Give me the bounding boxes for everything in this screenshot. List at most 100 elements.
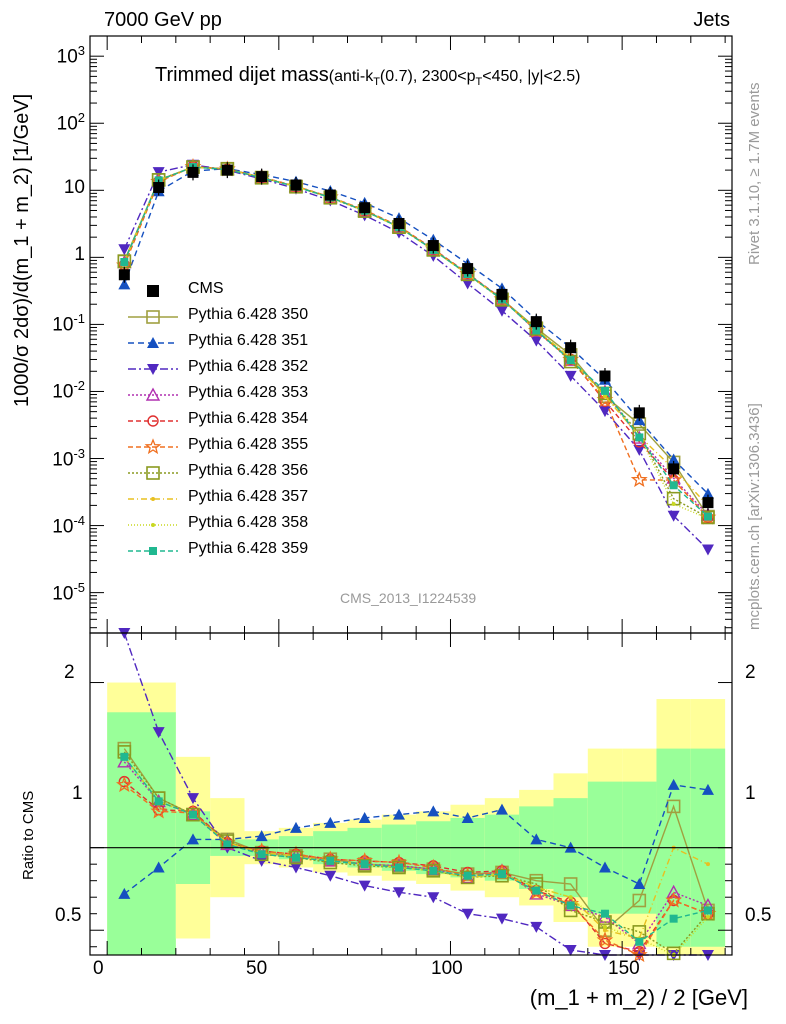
- main-panel-curves: [115, 158, 717, 556]
- ratio-y-tick-left-05: 0.5: [55, 905, 82, 926]
- ratio-series-point: [427, 892, 440, 904]
- legend-label: Pythia 6.428 351: [188, 332, 309, 349]
- ratio-series-point: [497, 870, 506, 879]
- ratio-panel-frame: [89, 632, 733, 956]
- main-series-point: [596, 391, 614, 408]
- legend-marker: [149, 547, 157, 555]
- ratio-series-point: [563, 877, 578, 891]
- x-tick-label-150: 150: [608, 958, 640, 979]
- ratio-series-point: [186, 793, 199, 805]
- data-point: [462, 263, 474, 275]
- ratio-series-point: [598, 923, 612, 938]
- ratio-panel-curves: [115, 628, 717, 963]
- ratio-series-point: [115, 776, 133, 793]
- ratio-series-point: [120, 752, 129, 761]
- ratio-series-point: [324, 870, 337, 882]
- ratio-series-line-9: [123, 756, 709, 943]
- legend-label: Pythia 6.428 352: [188, 358, 309, 375]
- ratio-series-point: [632, 893, 647, 908]
- ratio-series-point: [667, 778, 680, 790]
- legend-label: Pythia 6.428 350: [188, 306, 309, 323]
- ratio-y-tick-right-05: 0.5: [745, 905, 772, 926]
- side-label-rivet: Rivet 3.1.10, ≥ 1.7M events: [746, 82, 763, 266]
- main-series-point: [701, 487, 714, 499]
- ratio-series-point: [665, 891, 683, 908]
- ratio-y-tick-right-2: 2: [745, 662, 756, 683]
- main-panel-frame: [89, 35, 733, 634]
- ratio-series-point: [291, 853, 300, 862]
- ratio-series-point: [289, 821, 302, 833]
- main-series-point: [667, 453, 680, 465]
- ratio-series-point: [599, 937, 611, 950]
- y-tick-label: 10-4: [52, 512, 85, 537]
- ratio-series-line-4: [123, 781, 709, 953]
- ratio-series-point: [326, 856, 335, 865]
- ratio-series-point: [323, 855, 338, 870]
- ratio-series-point: [357, 859, 372, 873]
- ratio-series-point: [324, 816, 337, 828]
- legend-label: Pythia 6.428 355: [188, 436, 309, 453]
- ratio-series-point: [667, 894, 680, 907]
- main-series-point: [701, 544, 714, 556]
- ratio-series-point: [598, 861, 611, 873]
- ratio-series-point: [463, 871, 472, 880]
- legend-marker: [145, 387, 161, 401]
- main-series-point: [495, 305, 508, 317]
- data-point: [359, 202, 371, 214]
- ratio-y-tick-left-2: 2: [64, 662, 75, 683]
- legend: [128, 285, 178, 555]
- side-label-mcplots: mcplots.cern.ch [arXiv:1306.3436]: [746, 403, 763, 630]
- ratio-band-inner: [141, 712, 176, 955]
- data-point: [187, 166, 199, 178]
- legend-marker: [147, 364, 159, 375]
- ratio-series-point: [495, 913, 508, 925]
- legend-marker: [147, 415, 159, 427]
- x-tick-label-0: 0: [93, 958, 104, 979]
- main-series-point: [564, 370, 577, 382]
- ratio-series-point: [255, 855, 268, 867]
- legend-label: CMS: [188, 280, 224, 297]
- y-tick-label: 1: [74, 244, 85, 266]
- ratio-series-point: [705, 915, 710, 920]
- main-series-point: [461, 278, 474, 290]
- ratio-series-point: [566, 901, 575, 910]
- y-tick-label: 10-2: [52, 378, 85, 403]
- ratio-series-point: [669, 914, 678, 923]
- y-tick-label: 103: [56, 43, 85, 68]
- ratio-series-point: [633, 877, 646, 889]
- main-series-point: [600, 386, 609, 395]
- ratio-series-point: [602, 928, 607, 933]
- ratio-series-point: [602, 924, 607, 929]
- legend-marker: [151, 523, 155, 527]
- ratio-series-point: [392, 887, 405, 899]
- y-tick-label: 10-1: [52, 311, 85, 336]
- ratio-series-point: [630, 946, 648, 963]
- ratio-series-point: [461, 908, 474, 920]
- ratio-series-point: [427, 805, 440, 817]
- ratio-series-point: [257, 850, 266, 859]
- ratio-series-point: [666, 799, 681, 814]
- data-point: [427, 240, 439, 252]
- ratio-series-line-1: [123, 784, 709, 895]
- data-point: [599, 370, 611, 382]
- main-series-point: [669, 481, 678, 490]
- ratio-series-point: [186, 833, 199, 845]
- ratio-series-point: [289, 862, 302, 874]
- legend-label: Pythia 6.428 358: [188, 514, 309, 531]
- ratio-series-point: [154, 797, 163, 806]
- legend-marker: [146, 310, 160, 324]
- plot-title-main: Trimmed dijet mass: [155, 64, 329, 86]
- data-point: [565, 342, 577, 354]
- data-point: [256, 171, 268, 183]
- ratio-series-point: [666, 884, 681, 898]
- ratio-series-point: [360, 860, 369, 869]
- data-point: [530, 316, 542, 328]
- ratio-series-point: [666, 946, 681, 961]
- main-series-point: [667, 510, 680, 522]
- main-series-point: [703, 512, 712, 521]
- data-point: [702, 497, 714, 509]
- legend-label: Pythia 6.428 359: [188, 540, 309, 557]
- y-tick-label: 10-5: [52, 579, 85, 604]
- ratio-series-point: [152, 861, 165, 873]
